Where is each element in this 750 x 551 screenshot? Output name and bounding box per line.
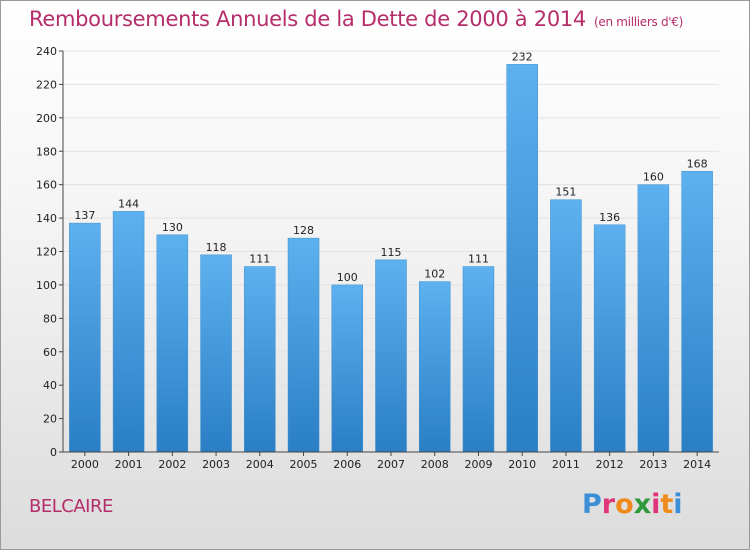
y-tick-label: 140 [36, 212, 57, 225]
x-tick-label: 2008 [421, 458, 449, 471]
bar-value-label: 115 [381, 246, 402, 259]
y-tick-label: 220 [36, 78, 57, 91]
y-tick-label: 120 [36, 246, 57, 259]
bar [287, 237, 320, 453]
bar [156, 234, 189, 453]
y-tick-label: 0 [50, 446, 57, 459]
logo-letter: t [660, 489, 674, 520]
bar [593, 224, 626, 453]
x-tick-label: 2007 [377, 458, 405, 471]
bar-value-label: 144 [118, 197, 139, 210]
x-tick-label: 2011 [552, 458, 580, 471]
x-tick-label: 2012 [596, 458, 624, 471]
proxiti-logo: Proxiti [582, 489, 683, 520]
y-tick-label: 20 [43, 413, 57, 426]
bars [69, 64, 713, 453]
chart-unit: (en milliers d'€) [594, 15, 684, 29]
x-tick-label: 2014 [683, 458, 711, 471]
bar-value-label: 151 [555, 186, 576, 199]
x-tick-label: 2009 [464, 458, 492, 471]
x-tick-label: 2004 [246, 458, 274, 471]
logo-letter: P [582, 489, 602, 520]
bar [418, 281, 451, 453]
bar [637, 184, 670, 453]
axes [59, 50, 719, 456]
y-tick-label: 40 [43, 379, 57, 392]
y-tick-label: 200 [36, 112, 57, 125]
bar-value-label: 111 [468, 253, 489, 266]
bar [69, 222, 101, 453]
bar [550, 199, 582, 453]
commune-name: BELCAIRE [29, 496, 113, 517]
y-tick-label: 160 [36, 179, 57, 192]
logo-letter: o [615, 489, 634, 520]
bar-value-label: 130 [162, 221, 183, 234]
bar-value-label: 128 [293, 224, 314, 237]
y-tick-label: 100 [36, 279, 57, 292]
logo-letter: r [601, 489, 616, 520]
x-tick-label: 2013 [639, 458, 667, 471]
bar [244, 266, 276, 453]
y-tick-label: 80 [43, 312, 57, 325]
bar-value-label: 100 [337, 271, 358, 284]
y-tick-label: 60 [43, 346, 57, 359]
bar [112, 211, 145, 453]
logo-letter: x [633, 489, 652, 520]
bar [331, 284, 364, 453]
y-tick-label: 180 [36, 145, 57, 158]
x-tick-label: 2006 [333, 458, 361, 471]
chart-title: Remboursements Annuels de la Dette de 20… [29, 7, 683, 31]
bar [462, 266, 495, 453]
logo-letter: i [673, 489, 683, 520]
bar-value-label: 111 [249, 253, 270, 266]
bar-value-label: 102 [424, 268, 445, 281]
bar-value-label: 118 [206, 241, 227, 254]
x-tick-label: 2005 [290, 458, 318, 471]
x-tick-label: 2001 [115, 458, 143, 471]
labels: 0 20 40 60 80 100 120 140 160 180 200 220 240 137 2000… [36, 45, 711, 471]
x-tick-label: 2003 [202, 458, 230, 471]
x-tick-label: 2002 [158, 458, 186, 471]
bar-value-label: 168 [687, 157, 708, 170]
bar-value-label: 160 [643, 171, 664, 184]
bar-value-label: 137 [74, 209, 95, 222]
x-tick-label: 2010 [508, 458, 536, 471]
bar-value-label: 136 [599, 211, 620, 224]
bar [506, 64, 538, 453]
bar-value-label: 232 [512, 50, 533, 63]
y-tick-label: 240 [36, 45, 57, 58]
bar [200, 254, 232, 453]
chart-title-text: Remboursements Annuels de la Dette de 20… [29, 7, 586, 31]
x-tick-label: 2000 [71, 458, 99, 471]
bar [375, 259, 407, 453]
logo-letter: i [651, 489, 661, 520]
bar [681, 171, 713, 453]
